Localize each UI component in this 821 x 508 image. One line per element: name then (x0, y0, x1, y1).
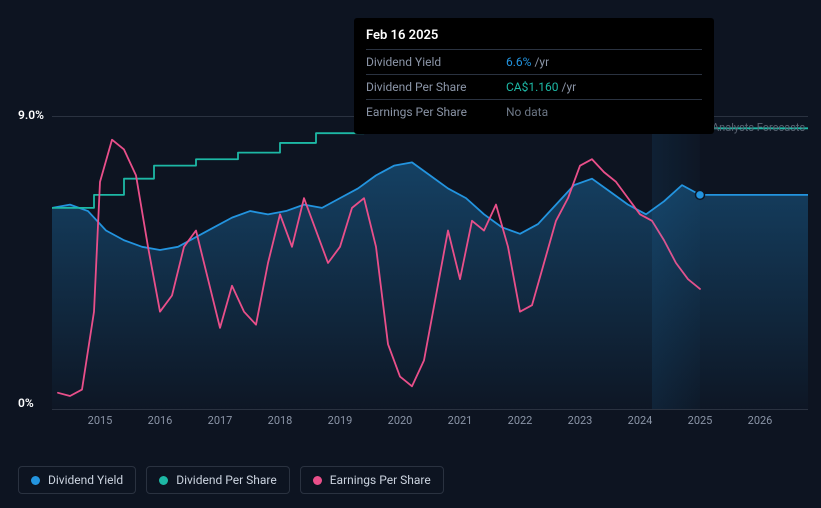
tooltip-value: No data (506, 105, 548, 119)
x-tick: 2020 (388, 414, 413, 427)
legend-label: Dividend Yield (48, 473, 123, 487)
tooltip-row: Earnings Per ShareNo data (366, 99, 702, 124)
tooltip-unit: /yr (562, 80, 577, 94)
x-tick: 2025 (688, 414, 713, 427)
legend-item[interactable]: Dividend Yield (18, 466, 136, 494)
tooltip-label: Dividend Per Share (366, 80, 506, 94)
tooltip-date: Feb 16 2025 (366, 28, 702, 49)
x-tick: 2022 (508, 414, 533, 427)
x-tick: 2026 (748, 414, 773, 427)
tooltip-label: Earnings Per Share (366, 105, 506, 119)
x-tick: 2023 (568, 414, 593, 427)
chart-tooltip: Feb 16 2025 Dividend Yield6.6%/yrDividen… (354, 18, 714, 134)
y-axis-min-label: 0% (18, 396, 34, 410)
tooltip-value: 6.6%/yr (506, 55, 549, 69)
x-tick: 2018 (268, 414, 293, 427)
legend-label: Dividend Per Share (176, 473, 277, 487)
tooltip-row: Dividend Yield6.6%/yr (366, 49, 702, 74)
y-axis-max-label: 9.0% (18, 108, 44, 122)
tooltip-unit: /yr (534, 55, 549, 69)
plot-area[interactable]: Past Analysts Forecasts (52, 116, 808, 410)
legend-dot-icon (31, 476, 40, 485)
legend-item[interactable]: Earnings Per Share (300, 466, 444, 494)
x-tick: 2017 (208, 414, 233, 427)
tooltip-row: Dividend Per ShareCA$1.160/yr (366, 74, 702, 99)
x-tick: 2021 (448, 414, 473, 427)
x-tick: 2015 (88, 414, 113, 427)
x-axis: 2015 2016 2017 2018 2019 2020 2021 2022 2023 2024… (52, 414, 808, 430)
legend: Dividend Yield Dividend Per Share Earnings… (18, 466, 444, 494)
x-tick: 2016 (148, 414, 173, 427)
x-tick: 2019 (328, 414, 353, 427)
tooltip-value: CA$1.160/yr (506, 80, 576, 94)
legend-dot-icon (159, 476, 168, 485)
tooltip-label: Dividend Yield (366, 55, 506, 69)
forecast-label: Analysts Forecasts (712, 121, 805, 134)
x-tick: 2024 (628, 414, 653, 427)
legend-dot-icon (313, 476, 322, 485)
dividend-chart: 9.0% 0% Past Analysts Forecasts 2015 2016… (18, 108, 808, 458)
legend-label: Earnings Per Share (330, 473, 431, 487)
legend-item[interactable]: Dividend Per Share (146, 466, 290, 494)
